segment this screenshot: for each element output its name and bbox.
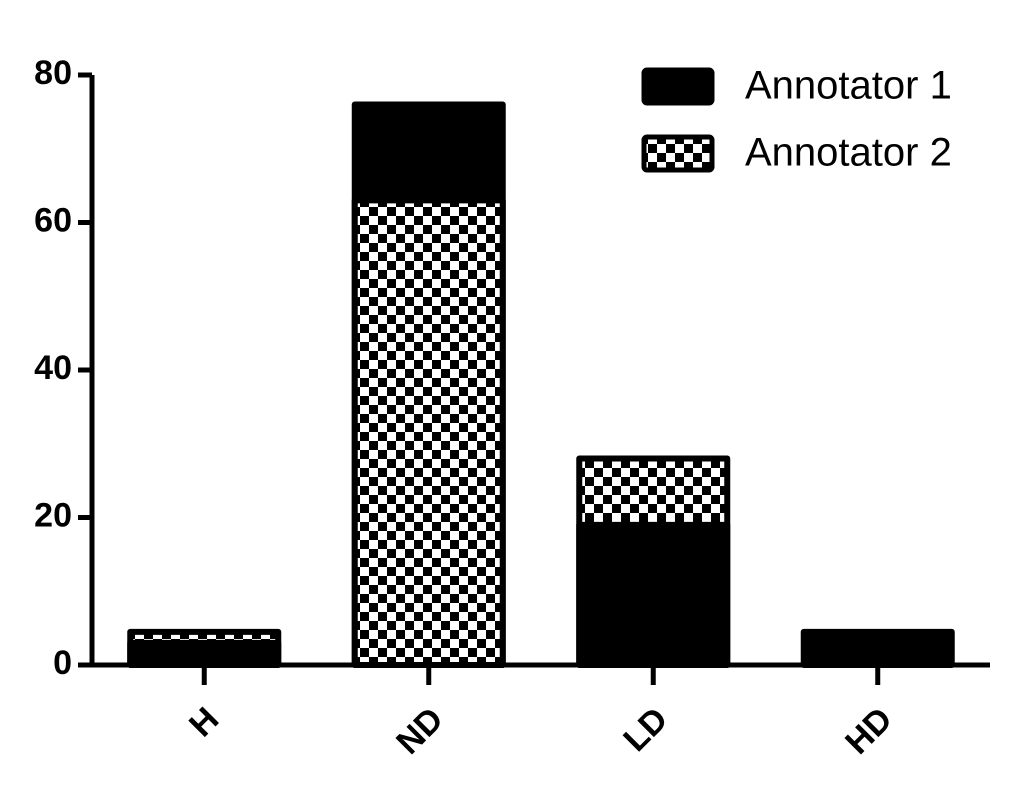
bar — [800, 628, 955, 668]
x-tick-label: HD — [838, 700, 900, 762]
y-tick-label: 40 — [34, 349, 72, 387]
bar — [351, 197, 506, 668]
bar — [127, 639, 282, 668]
y-tick-label: 60 — [34, 201, 72, 239]
y-tick-label: 80 — [34, 54, 72, 92]
bar — [576, 521, 731, 668]
x-tick-label: ND — [389, 700, 451, 762]
x-tick-label: H — [182, 700, 226, 744]
y-tick-label: 0 — [53, 644, 72, 682]
legend-label: Annotator 2 — [745, 131, 952, 175]
x-tick-label: LD — [616, 700, 675, 759]
legend-swatch — [641, 134, 715, 173]
legend-label: Annotator 1 — [745, 64, 952, 108]
legend-swatch — [641, 67, 715, 106]
y-tick-label: 20 — [34, 496, 72, 534]
